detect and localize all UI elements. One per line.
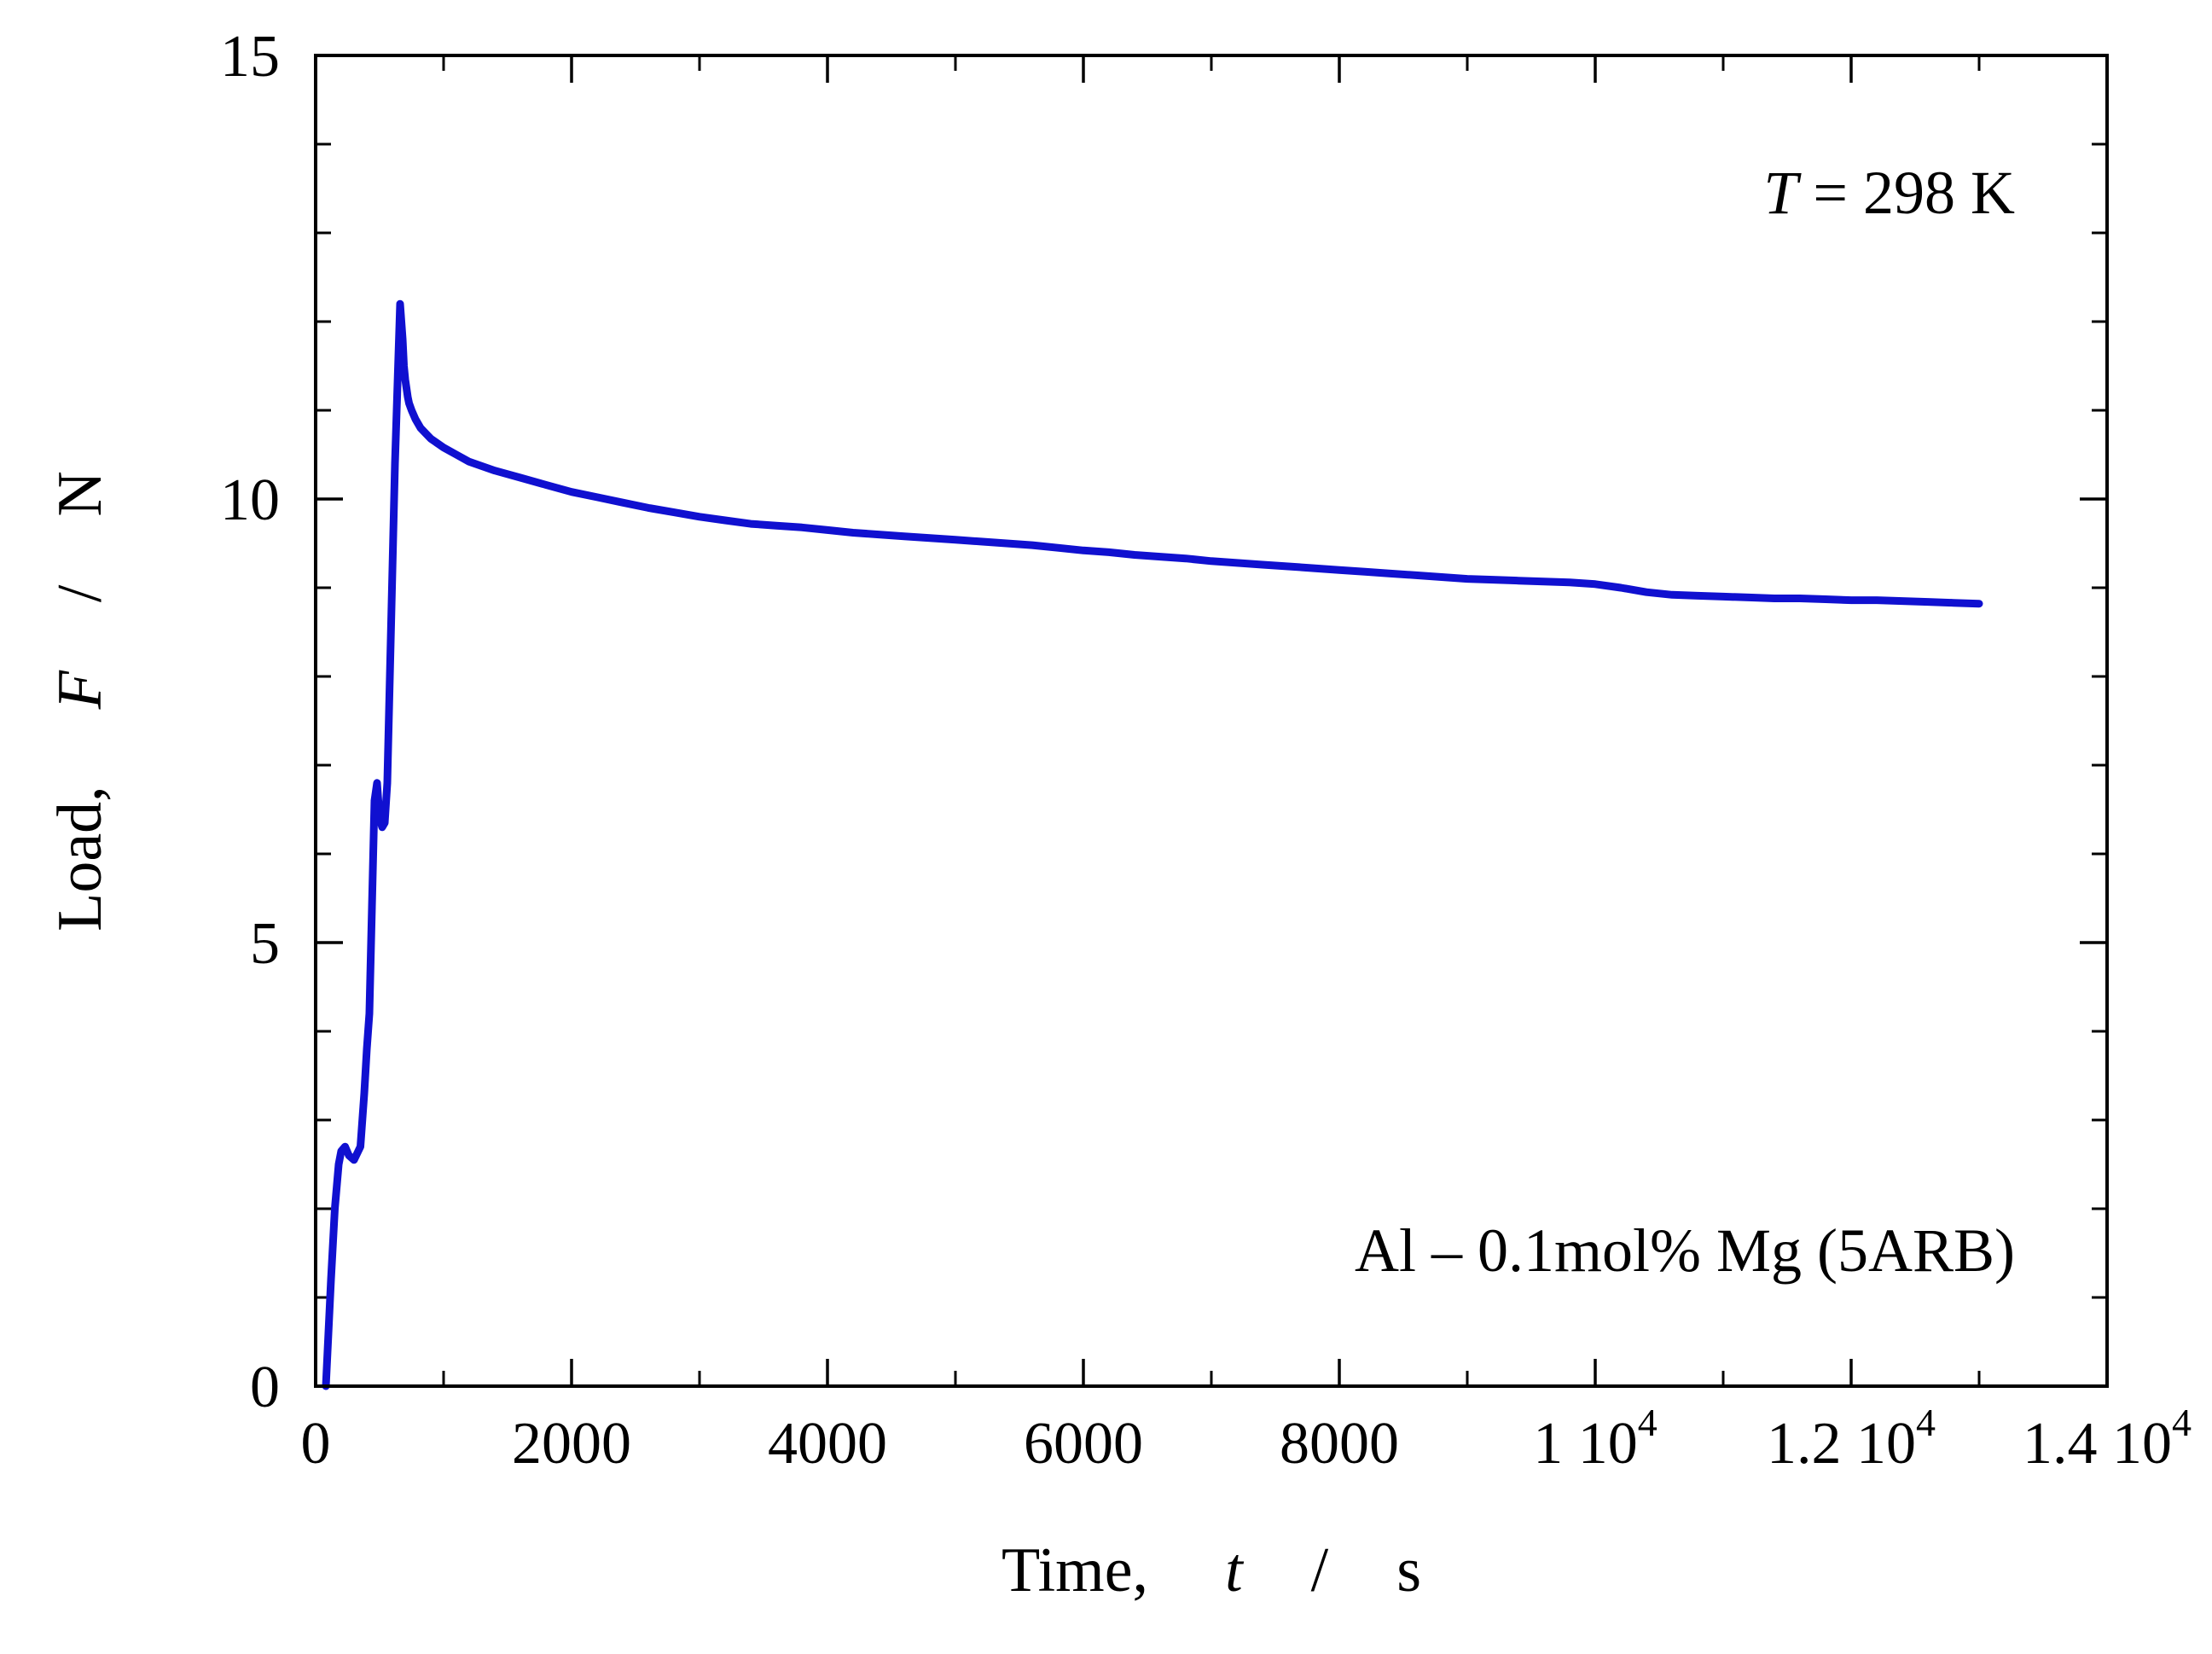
x-tick-mantissa: 8000 <box>1280 1411 1399 1477</box>
x-tick-exponent: 4 <box>1638 1401 1658 1444</box>
x-tick-exponent: 4 <box>2172 1401 2192 1444</box>
minor-ticks <box>316 55 2107 1386</box>
x-axis-title: Time, t / s <box>1001 1535 1421 1605</box>
x-tick-exponent: 4 <box>1916 1401 1936 1444</box>
x-tick-label: 6000 <box>1024 1411 1143 1477</box>
x-tick-label: 8000 <box>1280 1411 1399 1477</box>
x-tick-mantissa: 0 <box>301 1411 331 1477</box>
x-tick-mantissa: 4000 <box>768 1411 887 1477</box>
x-tick-label: 1.2 104 <box>1767 1401 1936 1477</box>
y-tick-label: 5 <box>250 911 280 977</box>
x-tick-mantissa: 6000 <box>1024 1411 1143 1477</box>
x-tick-mantissa: 1.2 10 <box>1767 1411 1916 1477</box>
y-axis-label-separator: / <box>45 584 115 602</box>
y-axis-label-unit: N <box>45 471 115 516</box>
x-tick-labels: 0 2000 4000 6000 8000 1 104 1.2 104 1.4 104 <box>301 1401 2192 1477</box>
y-tick-label: 15 <box>220 24 280 90</box>
major-ticks <box>314 54 2109 1388</box>
series-layer <box>322 299 1983 1390</box>
x-axis-label-unit: s <box>1396 1535 1421 1605</box>
x-tick-mantissa: 1 10 <box>1533 1411 1638 1477</box>
y-axis-label-symbol: F <box>45 670 115 710</box>
x-tick-mantissa: 2000 <box>512 1411 631 1477</box>
x-tick-label: 1.4 104 <box>2023 1401 2192 1477</box>
plot-frame <box>314 54 2109 1388</box>
series-line-0 <box>322 299 1983 1390</box>
y-tick-labels: 0 5 10 15 <box>220 24 280 1420</box>
y-tick-label: 10 <box>220 467 280 533</box>
y-axis-label-prefix: Load, <box>45 786 115 931</box>
x-axis-label-separator: / <box>1311 1535 1329 1605</box>
temperature-annotation: T = 298 K <box>1763 159 2015 227</box>
x-tick-label: 4000 <box>768 1411 887 1477</box>
y-axis-title: Load, F / N <box>45 471 115 931</box>
temperature-value: = 298 K <box>1797 159 2015 227</box>
x-tick-label: 0 <box>301 1411 331 1477</box>
material-annotation: Al – 0.1mol% Mg (5ARB) <box>1355 1216 2015 1285</box>
temperature-symbol: T <box>1763 159 1802 227</box>
y-tick-label: 0 <box>250 1355 280 1420</box>
x-tick-label: 2000 <box>512 1411 631 1477</box>
x-axis-label-prefix: Time, <box>1001 1535 1148 1605</box>
x-tick-mantissa: 1.4 10 <box>2023 1411 2172 1477</box>
x-axis-label-symbol: t <box>1225 1535 1245 1605</box>
x-tick-label: 1 104 <box>1533 1401 1658 1477</box>
